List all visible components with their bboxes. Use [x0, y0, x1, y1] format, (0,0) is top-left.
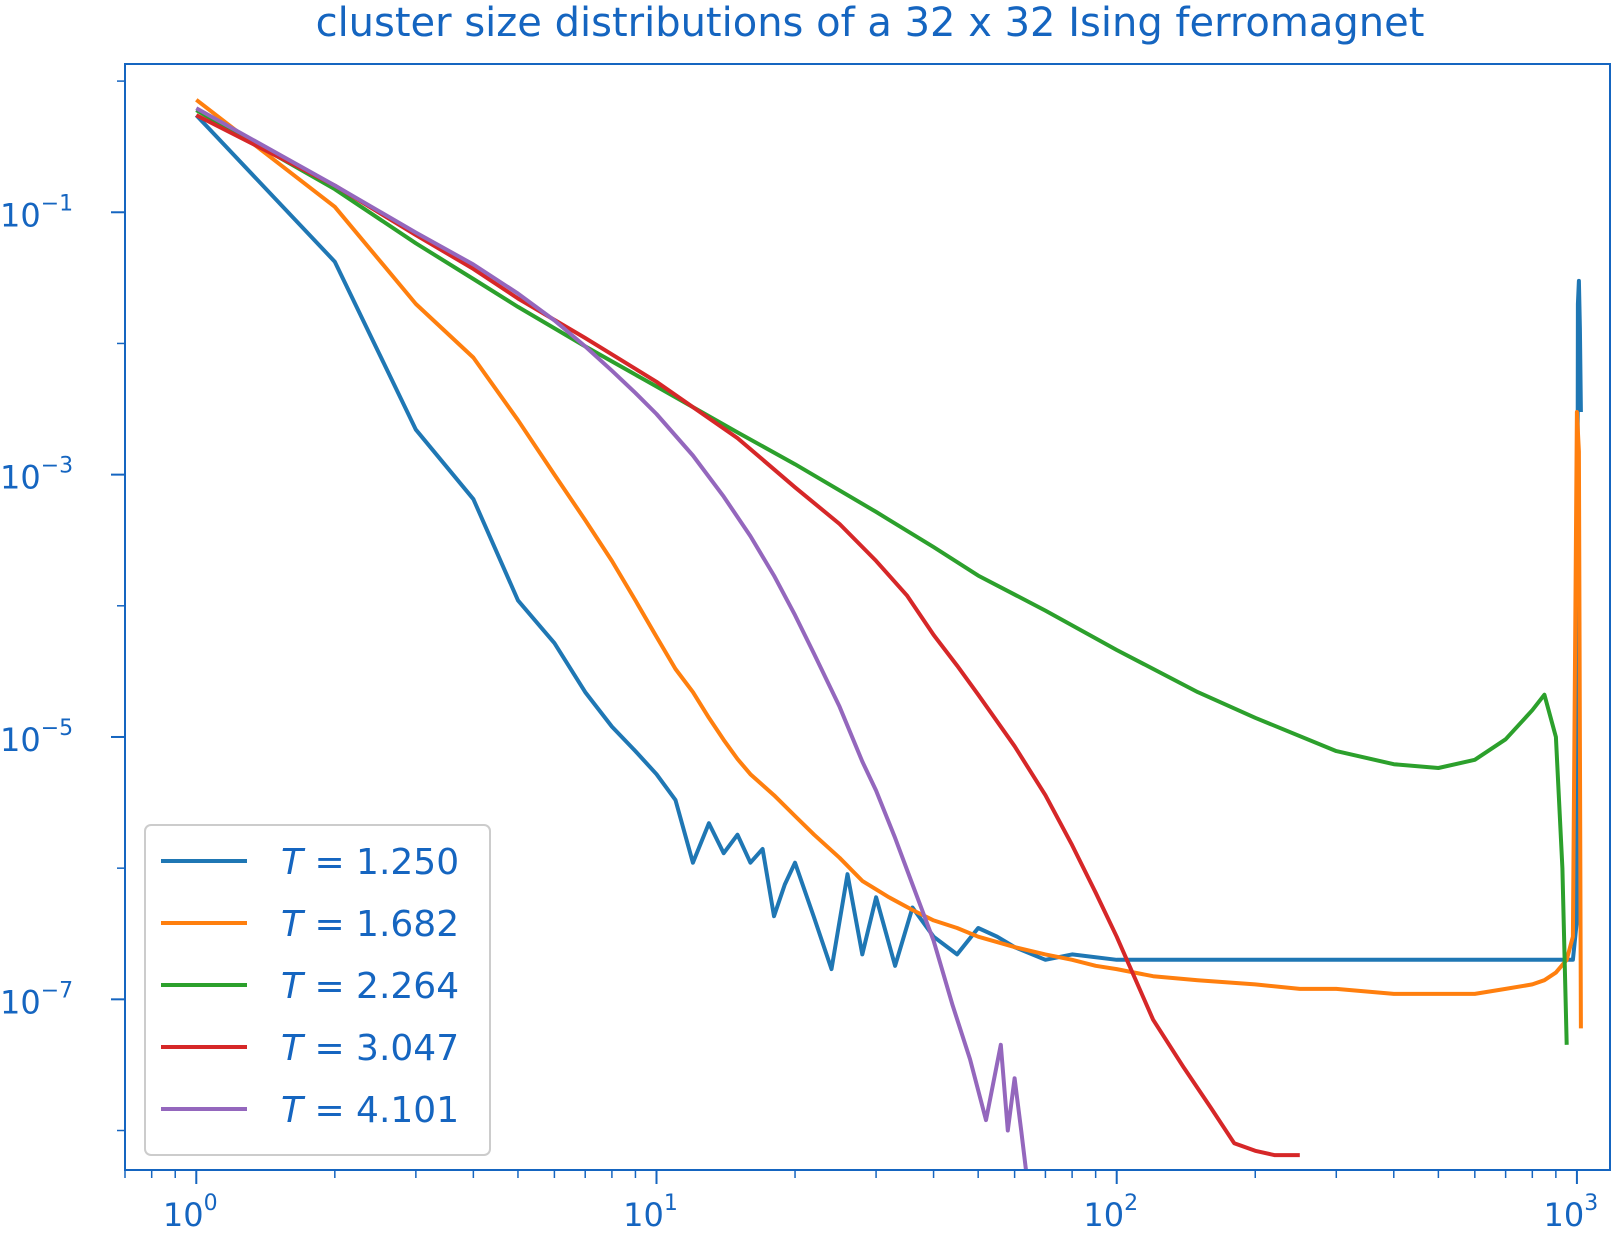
series-line-2	[195, 98, 1583, 1029]
y-tick-base: 10	[0, 459, 41, 497]
x-tick-label: 100	[163, 1191, 218, 1234]
legend-value: = 4.101	[303, 1090, 459, 1131]
y-tick-base: 10	[0, 721, 41, 759]
legend-box	[144, 824, 491, 1156]
y-tick-exponent: −3	[41, 454, 73, 479]
legend-variable: T	[281, 1090, 306, 1131]
legend-value: = 1.682	[303, 904, 459, 945]
x-axis: 100 101 102 103	[124, 1170, 1599, 1234]
legend-variable: T	[281, 1028, 306, 1069]
y-axis: 10−110−310−510−7	[0, 80, 125, 1132]
x-tick-base: 10	[623, 1196, 664, 1234]
x-tick-base: 10	[1544, 1196, 1585, 1234]
series-layer	[194, 98, 1583, 1170]
x-tick-base: 10	[1083, 1196, 1124, 1234]
legend-label-4: T = 3.047	[281, 1028, 459, 1069]
y-tick-label: 10−7	[0, 978, 73, 1021]
y-tick-base: 10	[0, 983, 41, 1021]
y-tick-label: 10−1	[0, 191, 73, 234]
x-tick-label: 101	[623, 1191, 678, 1234]
legend-label-1: T = 1.250	[281, 842, 459, 883]
legend-label-2: T = 1.682	[281, 904, 459, 945]
x-tick-exponent: 0	[204, 1191, 218, 1216]
x-tick-base: 10	[163, 1196, 204, 1234]
legend-variable: T	[281, 966, 306, 1007]
legend-label-3: T = 2.264	[281, 966, 459, 1007]
y-tick-exponent: −1	[41, 191, 73, 216]
y-tick-exponent: −7	[41, 978, 73, 1003]
legend-value: = 2.264	[303, 966, 459, 1007]
y-tick-label: 10−3	[0, 454, 73, 497]
x-tick-label: 102	[1083, 1191, 1138, 1234]
chart-title: cluster size distributions of a 32 x 32 …	[316, 0, 1425, 46]
series-line-5	[195, 106, 1028, 1170]
x-tick-exponent: 2	[1124, 1191, 1138, 1216]
legend-variable: T	[281, 904, 306, 945]
plot-frame	[124, 63, 1611, 1171]
x-tick-exponent: 3	[1584, 1191, 1598, 1216]
x-tick-label: 103	[1544, 1191, 1599, 1234]
y-tick-label: 10−5	[0, 716, 73, 759]
series-line-3	[195, 108, 1569, 1045]
x-tick-exponent: 1	[664, 1191, 678, 1216]
y-tick-base: 10	[0, 196, 41, 234]
legend-label-5: T = 4.101	[281, 1090, 459, 1131]
y-tick-exponent: −5	[41, 716, 73, 741]
legend-value: = 1.250	[303, 842, 459, 883]
legend-variable: T	[281, 842, 306, 883]
series-line-1	[194, 113, 1583, 972]
legend-value: = 3.047	[303, 1028, 459, 1069]
